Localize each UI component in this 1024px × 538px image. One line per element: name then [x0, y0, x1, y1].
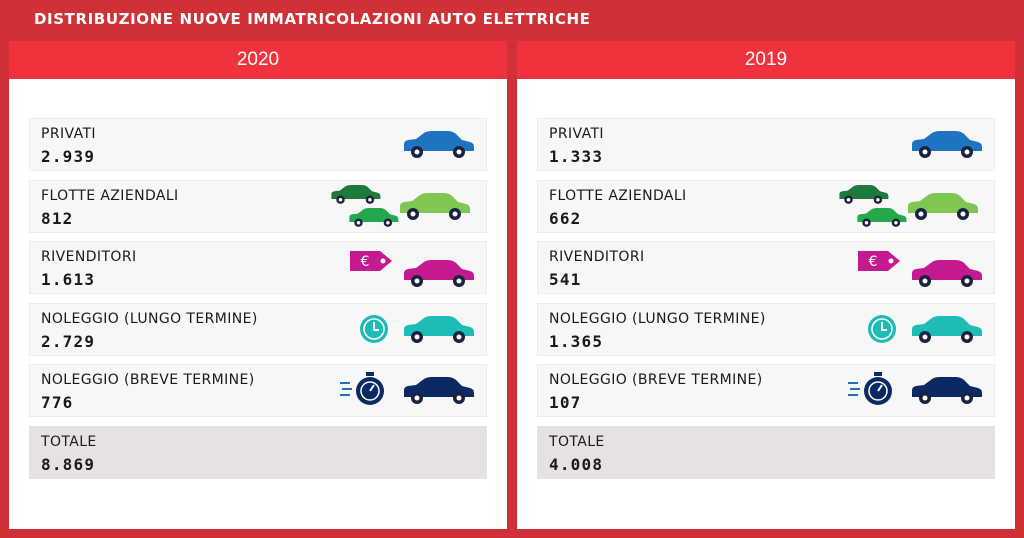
row-value: 107 [549, 393, 582, 412]
category-list: PRIVATI 1.333 FLOTTE AZIENDALI 662 [537, 118, 995, 487]
euro-tag-icon: € [858, 251, 900, 271]
row-value: 812 [41, 208, 74, 228]
row-label: PRIVATI [549, 126, 604, 142]
row-noleggio-lungo: NOLEGGIO (LUNGO TERMINE) 1.365 [537, 302, 995, 356]
euro-tag-icon: € [350, 251, 392, 271]
car-icon [912, 131, 982, 158]
row-privati: PRIVATI 1.333 [537, 118, 995, 171]
row-value: 662 [549, 208, 582, 228]
row-label: NOLEGGIO (LUNGO TERMINE) [41, 310, 258, 327]
row-privati: PRIVATI 2.939 [29, 118, 487, 171]
row-rivenditori: RIVENDITORI 541 € [537, 241, 995, 294]
row-flotte-aziendali: FLOTTE AZIENDALI 812 [29, 179, 487, 233]
stopwatch-icon [340, 372, 384, 405]
car-with-stopwatch-icon [848, 372, 982, 405]
row-value: 1.333 [549, 147, 604, 166]
row-rivenditori: RIVENDITORI 1.613 € [29, 241, 487, 294]
stopwatch-icon [848, 372, 892, 405]
row-totale: TOTALE 8.869 [29, 425, 487, 479]
panel-year-header: 2020 [9, 41, 507, 79]
row-noleggio-lungo: NOLEGGIO (LUNGO TERMINE) 2.729 [29, 302, 487, 356]
fleet-cars-icon [331, 184, 470, 227]
car-shape [404, 131, 474, 158]
row-value: 541 [549, 270, 582, 289]
row-label: NOLEGGIO (BREVE TERMINE) [549, 372, 763, 388]
car-with-euro-tag-icon: € [350, 251, 474, 287]
row-value: 8.869 [41, 454, 96, 474]
infographic-title: DISTRIBUZIONE NUOVE IMMATRICOLAZIONI AUT… [34, 10, 591, 28]
row-value: 776 [41, 393, 74, 412]
svg-text:€: € [869, 254, 878, 270]
clock-icon [868, 314, 896, 343]
row-totale: TOTALE 4.008 [537, 425, 995, 479]
car-with-clock-icon [868, 314, 982, 343]
row-label: RIVENDITORI [41, 249, 137, 265]
row-value: 1.613 [41, 270, 96, 289]
clock-icon [360, 314, 388, 343]
row-label: NOLEGGIO (LUNGO TERMINE) [549, 310, 766, 327]
row-flotte-aziendali: FLOTTE AZIENDALI 662 [537, 179, 995, 233]
car-with-clock-icon [360, 314, 474, 343]
svg-text:€: € [361, 254, 370, 270]
row-label: NOLEGGIO (BREVE TERMINE) [41, 372, 255, 388]
row-value: 2.729 [41, 331, 96, 351]
row-value: 4.008 [549, 454, 604, 474]
row-value: 2.939 [41, 147, 96, 166]
fleet-cars-icon [839, 184, 978, 227]
car-icon [404, 131, 474, 158]
row-label: RIVENDITORI [549, 249, 645, 265]
car-with-stopwatch-icon [340, 372, 474, 405]
row-label: TOTALE [549, 433, 605, 450]
row-label: TOTALE [41, 433, 97, 450]
car-with-euro-tag-icon: € [858, 251, 982, 287]
row-value: 1.365 [549, 331, 604, 351]
row-label: PRIVATI [41, 126, 96, 142]
row-noleggio-breve: NOLEGGIO (BREVE TERMINE) 107 [537, 364, 995, 417]
row-noleggio-breve: NOLEGGIO (BREVE TERMINE) 776 [29, 364, 487, 417]
row-label: FLOTTE AZIENDALI [549, 187, 687, 204]
panel-2019: 2019 PRIVATI 1.333 FLOTTE AZIENDALI 662 [517, 41, 1015, 529]
panel-year-header: 2019 [517, 41, 1015, 79]
category-list: PRIVATI 2.939 FLOTTE AZIENDALI 812 [29, 118, 487, 487]
row-label: FLOTTE AZIENDALI [41, 187, 179, 204]
panel-2020: 2020 PRIVATI 2.939 FLOTTE AZIENDALI 812 [9, 41, 507, 529]
